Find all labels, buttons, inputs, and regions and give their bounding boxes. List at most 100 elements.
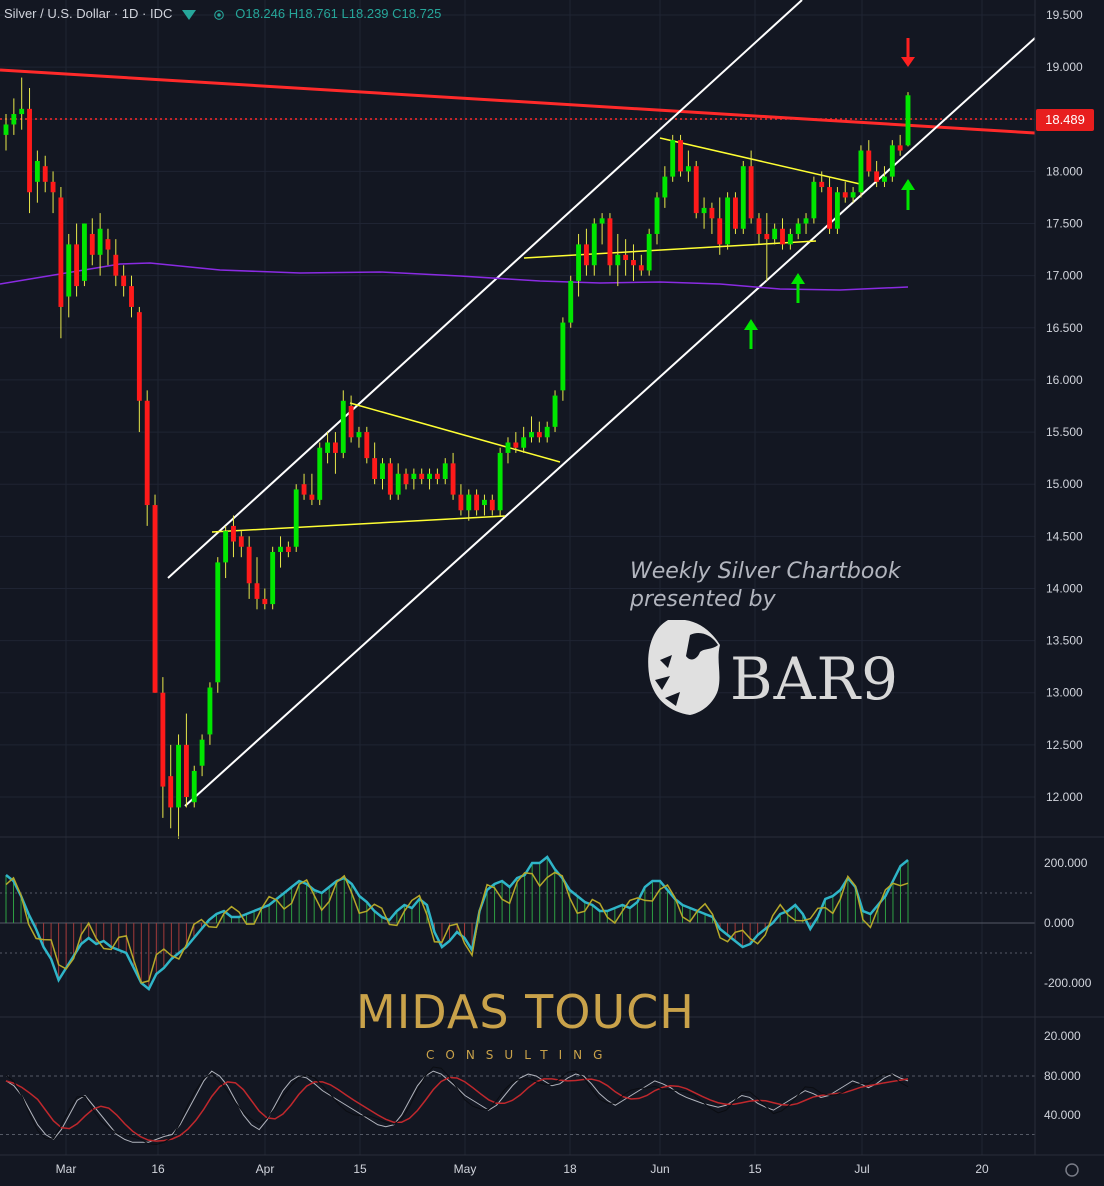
candle-body: [740, 166, 746, 229]
candle-body: [332, 442, 338, 453]
candle-body: [646, 233, 652, 271]
candle-body: [489, 499, 495, 511]
candle-body: [576, 244, 582, 281]
candle-body: [254, 583, 260, 599]
candle-body: [701, 207, 707, 214]
settings-icon: [1065, 1163, 1079, 1177]
candle-body: [458, 494, 464, 511]
candle-body: [591, 223, 597, 266]
candle-body: [419, 473, 425, 479]
candle-body: [105, 239, 111, 250]
candle-body: [34, 160, 40, 182]
triangle-support-line: [211, 515, 506, 533]
candle-body: [764, 233, 770, 240]
close-value: C18.725: [392, 6, 442, 21]
source-label: IDC: [149, 6, 173, 21]
stoch-tick-label: 20.000: [1044, 1029, 1081, 1043]
candle-body: [897, 145, 903, 151]
annotation-arrows: [744, 38, 915, 349]
open-value: O18.246: [235, 6, 286, 21]
candle-body: [97, 228, 103, 255]
candle-body: [144, 400, 150, 506]
candle-body: [403, 473, 409, 485]
green-up-arrow: [791, 273, 805, 303]
candle-body: [113, 254, 119, 276]
caption-line-2: presented by: [630, 587, 776, 612]
moving-average-line: [0, 262, 909, 291]
candle-body: [168, 776, 174, 808]
candle-body: [74, 244, 80, 287]
symbol-name[interactable]: Silver / U.S. Dollar: [4, 6, 111, 21]
candle-body: [529, 432, 534, 438]
candle-body: [874, 171, 880, 182]
candle-body: [82, 223, 87, 281]
caption-line-1: Weekly Silver Chartbook: [630, 559, 901, 584]
candle-body: [246, 546, 252, 584]
time-tick-label: 16: [151, 1162, 165, 1176]
candle-body: [748, 166, 754, 219]
candle-body: [811, 181, 817, 219]
candle-body: [858, 150, 864, 193]
grid-layer: [0, 0, 1035, 1155]
trend-resistance-line: [0, 68, 1036, 135]
candle-body: [152, 505, 158, 693]
candle-body: [223, 531, 229, 563]
candle-body: [42, 166, 48, 182]
candle-body: [536, 432, 542, 438]
stoch-extra-line: [5, 1066, 909, 1145]
stoch-tick-label: 40.000: [1044, 1108, 1081, 1122]
candle-body: [560, 322, 566, 391]
time-tick-label: 18: [563, 1162, 577, 1176]
lion-logo: [648, 620, 720, 715]
price-tick-label: 19.000: [1046, 60, 1083, 74]
candle-body: [129, 286, 134, 307]
candle-body: [678, 140, 683, 172]
candle-body: [544, 426, 550, 438]
candle-body: [638, 265, 644, 271]
candle-body: [121, 275, 127, 287]
candle-body: [882, 176, 887, 182]
candle-body: [301, 484, 307, 495]
candle-body: [183, 744, 189, 797]
cci-tick-label: -200.000: [1044, 976, 1092, 990]
candle-body: [427, 473, 432, 479]
candle-body: [356, 432, 362, 438]
price-tick-label: 15.500: [1046, 425, 1083, 439]
candle-body: [780, 228, 785, 245]
candles-layer: [3, 77, 911, 839]
channel-upper-line: [167, 0, 803, 579]
candle-body: [654, 197, 660, 234]
candle-body: [733, 197, 738, 229]
candle-body: [905, 95, 911, 146]
last-price-label: 18.489: [1036, 109, 1094, 131]
time-tick-label: 15: [748, 1162, 762, 1176]
high-value: H18.761: [288, 6, 338, 21]
candle-body: [387, 463, 393, 495]
candle-body: [285, 546, 291, 552]
candle-body: [66, 244, 72, 297]
time-tick-label: Jun: [650, 1162, 669, 1176]
price-tick-label: 18.000: [1046, 164, 1083, 178]
candle-body: [238, 536, 244, 547]
candle-body: [842, 192, 848, 198]
time-tick-label: Mar: [56, 1162, 77, 1176]
cci-tick-label: 200.000: [1044, 856, 1088, 870]
candle-body: [513, 442, 519, 448]
symbol-header[interactable]: Silver / U.S. Dollar · 1D · IDC O18.246 …: [4, 6, 442, 21]
candle-body: [58, 197, 64, 307]
visibility-icon[interactable]: [212, 9, 226, 20]
candle-body: [599, 218, 605, 224]
cci-tick-label: 0.000: [1044, 916, 1074, 930]
candle-body: [3, 124, 9, 135]
candle-body: [317, 447, 323, 500]
candle-body: [607, 218, 613, 266]
market-open-icon: [182, 9, 196, 20]
midas-touch-logo: MIDAS TOUCH: [356, 985, 695, 1039]
interval-label[interactable]: 1D: [121, 6, 139, 21]
green-up-arrow: [901, 179, 915, 210]
candle-body: [505, 442, 511, 453]
green-up-arrow: [744, 319, 758, 349]
